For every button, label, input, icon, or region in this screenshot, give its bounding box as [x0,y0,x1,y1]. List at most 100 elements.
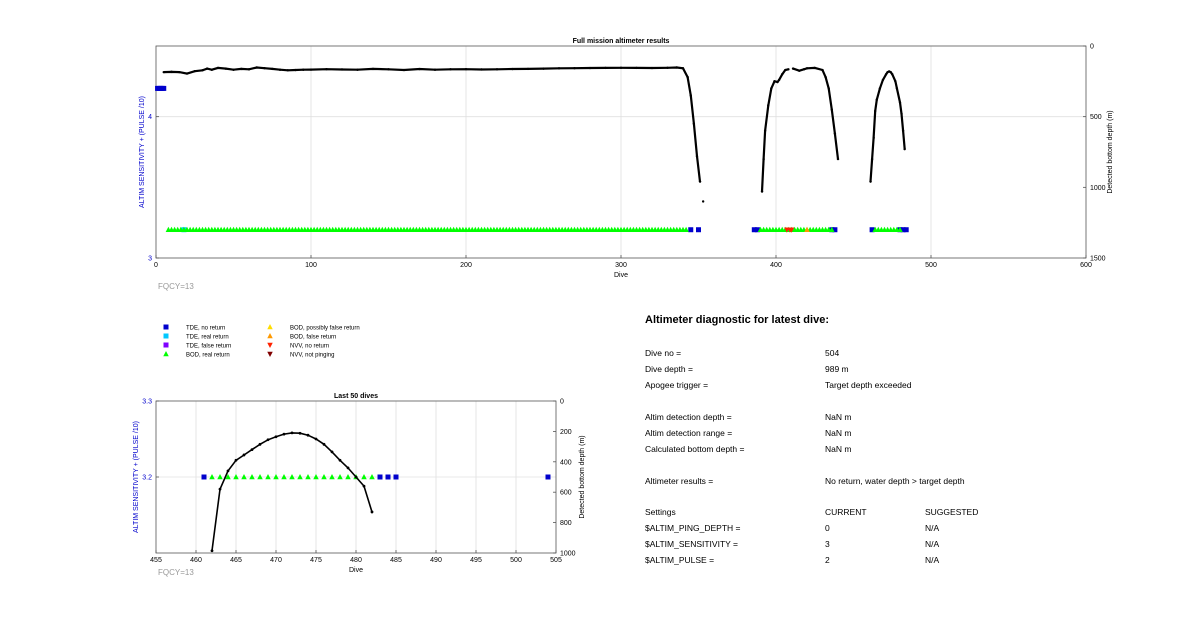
x-tick-label: 400 [770,262,782,269]
altim-point [305,474,311,480]
depth-point [325,67,328,71]
diag-value-apogee-trigger: Target depth exceeded [825,380,912,390]
settings-header-label: Settings [645,507,676,517]
legend-marker [163,333,169,339]
altim-point [337,474,343,480]
depth-point [827,87,830,90]
depth-point [870,157,874,161]
altim-point [683,226,689,232]
altim-point [545,474,551,480]
altim-point [281,474,287,480]
fqcy-label: FQCY=13 [158,568,194,577]
legend-marker [163,324,169,330]
depth-point [464,67,468,71]
altim-point [297,474,303,480]
depth-point [278,68,282,71]
depth-point [695,155,699,158]
x-tick-label: 460 [190,557,202,564]
depth-point [635,66,638,70]
diag-value-dive-no: 504 [825,348,840,358]
x-axis-label: Dive [349,567,363,574]
legend-label: TDE, real return [186,335,229,341]
setting-sensitivity-current: 3 [825,539,830,549]
depth-point [791,67,795,70]
depth-point [306,433,310,437]
y-right-tick-label: 800 [560,520,572,527]
y-left-tick-label: 3.2 [142,475,152,482]
diag-label-apogee-trigger: Apogee trigger = [645,380,709,390]
depth-point [330,450,334,454]
full-mission-chart: 0 100 200 300 400 500 600 3 4 0 500 1000 1500 Full mi… [139,38,1114,291]
depth-point [787,68,790,71]
diag-value-calculated-depth: NaN m [825,444,852,454]
legend-marker [267,333,273,339]
altim-point [201,474,207,480]
altim-point [241,474,247,480]
depth-point [776,80,779,84]
depth-point [263,66,266,70]
altim-point [273,474,279,480]
y-left-axis-label: ALTIM SENSITIVITY + (PULSE /10) [133,421,140,533]
diag-label-altimeter-results: Altimeter results = [645,476,714,486]
x-tick-label: 475 [310,557,322,564]
depth-point [784,68,787,72]
depth-point [290,431,294,435]
depth-point [356,68,359,71]
altim-point [257,474,263,480]
x-axis-label: Dive [614,272,628,279]
depth-line [869,70,906,182]
x-tick-label: 455 [150,557,162,564]
depth-point [433,68,437,71]
setting-ping-depth-suggested: N/A [925,523,940,533]
altim-point [900,227,906,233]
y-right-tick-label: 0 [1090,44,1094,51]
y-right-tick-label: 200 [560,429,572,436]
altim-point [903,227,909,233]
depth-point [234,458,238,462]
depth-point [178,70,181,74]
x-tick-label: 490 [430,557,442,564]
settings-header-current: CURRENT [825,507,867,517]
depth-point [760,190,764,193]
chart-title: Last 50 dives [334,393,378,400]
altim-point [209,474,215,480]
depth-point [371,67,375,71]
depth-point [881,78,885,82]
legend: TDE, no return TDE, real return TDE, false… [163,324,360,359]
diag-value-detection-range: NaN m [825,428,852,438]
depth-point [557,67,561,70]
y-right-tick-label: 500 [1090,114,1102,121]
setting-sensitivity-suggested: N/A [925,539,940,549]
depth-point [247,68,251,71]
altim-point [345,474,351,480]
x-tick-label: 600 [1080,262,1092,269]
altim-point [804,226,810,232]
altim-point [377,474,383,480]
depth-point [201,69,204,72]
depth-point [805,67,809,70]
diagnostic-title: Altimeter diagnostic for latest dive: [645,314,829,326]
depth-point [242,453,246,457]
altim-point [751,227,757,233]
depth-point [763,129,767,132]
y-right-tick-label: 1000 [560,551,576,558]
altim-point [249,474,255,480]
depth-point [767,104,770,107]
legend-label: TDE, no return [186,326,225,332]
depth-point [193,69,196,73]
depth-point [802,68,806,71]
depth-line [163,66,702,182]
legend-label: BOD, real return [186,353,230,359]
depth-line [792,66,840,160]
altim-point [265,474,271,480]
depth-point [210,68,213,71]
depth-point [675,66,678,69]
altim-point [688,227,694,233]
setting-pulse-current: 2 [825,555,830,565]
depth-point [542,67,545,70]
altim-point [696,227,701,233]
depth-point [322,442,326,446]
y-right-tick-label: 0 [560,399,564,406]
depth-point [302,68,305,71]
x-tick-label: 480 [350,557,362,564]
